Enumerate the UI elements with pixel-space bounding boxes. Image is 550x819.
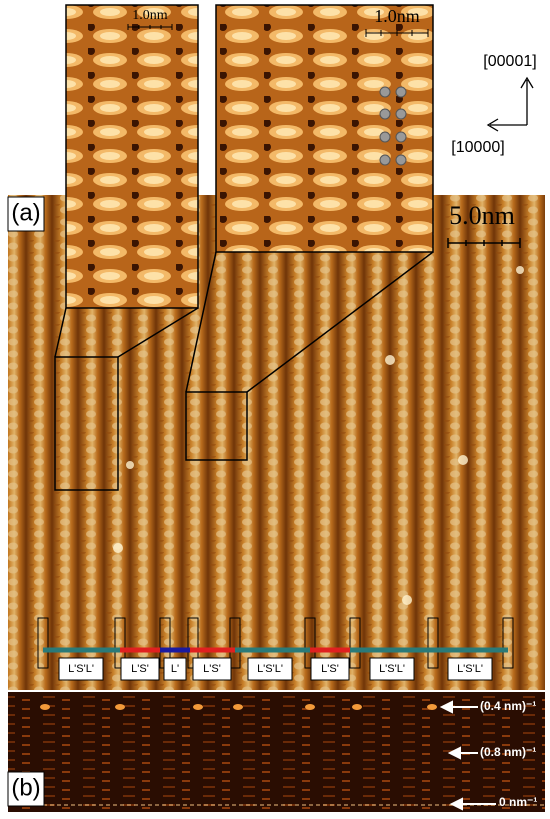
fft-label: (0.8 nm)⁻¹ (480, 745, 536, 759)
segment-label: L'S'L' (257, 663, 283, 675)
inset-right (216, 5, 433, 252)
direction-arrows (488, 78, 533, 131)
direction-label: [10000] (451, 139, 504, 156)
scale-label: 5.0nm (449, 201, 515, 230)
segment-label: L'S' (321, 663, 339, 675)
inset-left (66, 5, 198, 308)
segment-label: L'S'L' (68, 663, 94, 675)
segment-label: L'S' (131, 663, 149, 675)
figure: (a) 5.0nm 1.0nm 1.0nm [00001] [10000] L'… (0, 0, 550, 814)
segment-label: L'S'L' (379, 663, 405, 675)
panel-label: (a) (11, 199, 40, 226)
panel-label: (b) (11, 774, 40, 801)
inset-scale: 1.0nm (132, 8, 168, 23)
direction-label: [00001] (483, 53, 536, 70)
inset-scale: 1.0nm (374, 6, 420, 26)
segment-label: L' (171, 663, 179, 675)
segment-label: L'S'L' (457, 663, 483, 675)
fft-label: 0 nm⁻¹ (499, 795, 537, 809)
fft-label: (0.4 nm)⁻¹ (480, 699, 536, 713)
segment-label: L'S' (203, 663, 221, 675)
